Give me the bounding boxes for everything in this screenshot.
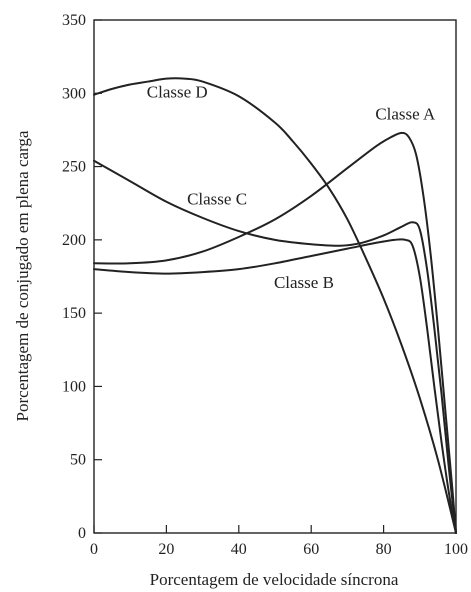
x-tick-label: 80 [376, 541, 392, 558]
y-tick-label: 250 [62, 159, 86, 176]
y-tick-label: 200 [62, 232, 86, 249]
y-tick-label: 0 [78, 525, 86, 542]
y-tick-label: 50 [70, 452, 86, 469]
series-label-classe-d: Classe D [147, 83, 208, 102]
x-tick-label: 40 [231, 541, 247, 558]
y-axis-title: Porcentagem de conjugado em plena carga [13, 130, 32, 421]
series-label-classe-a: Classe A [375, 105, 436, 124]
series-line-classe-c [93, 159, 457, 534]
series-lines [93, 77, 457, 534]
y-tick-label: 300 [62, 85, 86, 102]
axes: 0 20 40 60 80 100 0 50 100 150 200 250 300 350 [62, 12, 468, 558]
y-tick-label: 350 [62, 12, 86, 29]
series-line-classe-a [93, 131, 457, 534]
x-tick-label: 20 [158, 541, 174, 558]
series-labels: Classe A Classe B Classe C Classe D [147, 83, 436, 293]
x-tick-label: 60 [303, 541, 319, 558]
x-axis-title: Porcentagem de velocidade síncrona [150, 570, 399, 589]
y-tick-label: 100 [62, 378, 86, 395]
x-tick-label: 0 [90, 541, 98, 558]
series-line-classe-d [93, 77, 457, 534]
series-label-classe-b: Classe B [274, 273, 334, 292]
plot-frame [93, 19, 457, 534]
y-tick-label: 150 [62, 305, 86, 322]
x-tick-label: 100 [444, 541, 468, 558]
series-label-classe-c: Classe C [187, 190, 247, 209]
series-line-classe-b [93, 238, 457, 534]
